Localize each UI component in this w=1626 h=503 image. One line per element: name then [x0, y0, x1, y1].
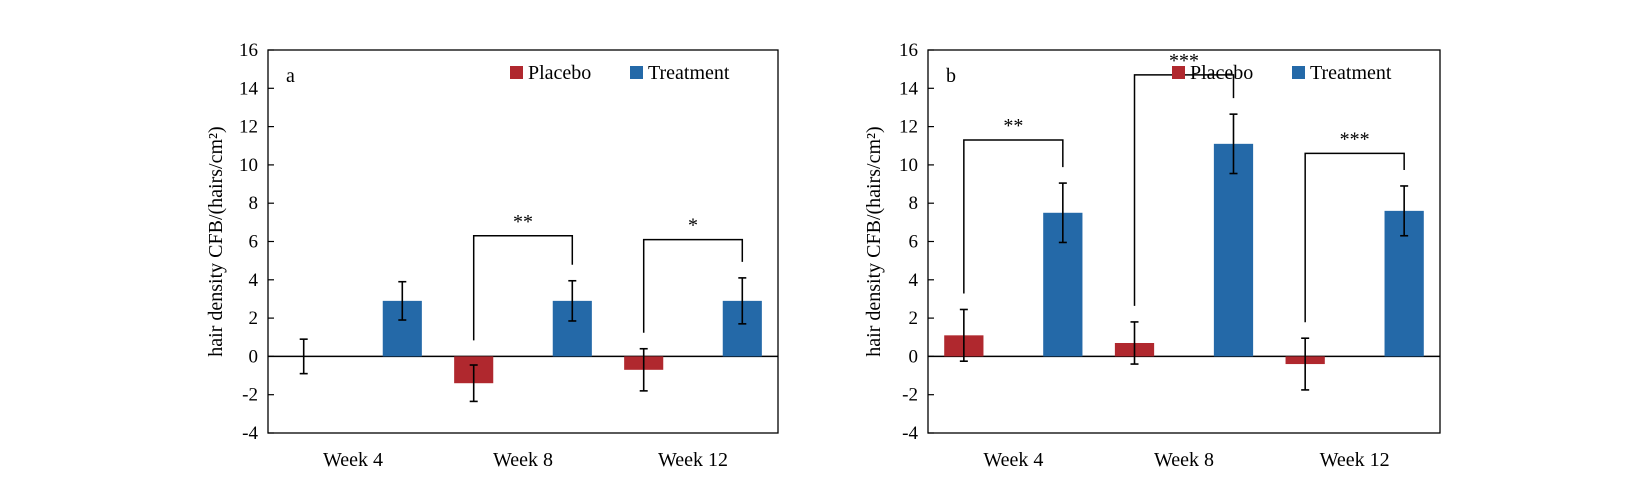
plot-frame [267, 49, 779, 434]
x-tick-label: Week 12 [1320, 449, 1390, 471]
significance-label: *** [1340, 128, 1370, 150]
y-tick-label: -2 [242, 385, 258, 406]
y-tick-label: 10 [899, 155, 918, 176]
legend-label-placebo: Placebo [528, 62, 591, 84]
y-tick-label: 8 [909, 193, 919, 214]
y-tick-label: 14 [239, 78, 259, 99]
x-tick-label: Week 4 [983, 449, 1043, 471]
significance-bracket [963, 139, 1064, 294]
y-tick-label: 10 [239, 155, 258, 176]
legend-swatch-placebo [510, 66, 523, 79]
significance-bracket [642, 238, 744, 333]
panel-tag: a [286, 65, 295, 87]
y-tick-label: 4 [909, 270, 919, 291]
chart-panel-a: -4 -2 0 2 4 6 8 10 12 14 16 hair density CFB/(hairs… [205, 40, 779, 471]
y-tick-label: 0 [909, 346, 919, 367]
y-tick-label: 14 [899, 78, 919, 99]
legend-label-placebo: Placebo [1190, 62, 1253, 84]
x-tick-label: Week 12 [658, 449, 728, 471]
y-axis-label: hair density CFB/(hairs/cm²) [863, 126, 885, 356]
y-tick-label: 2 [909, 308, 919, 329]
significance-label: * [688, 215, 698, 237]
y-axis-label: hair density CFB/(hairs/cm²) [205, 126, 227, 356]
x-tick-label: Week 8 [493, 449, 553, 471]
plot-frame [927, 49, 1441, 434]
legend-swatch-placebo [1172, 66, 1185, 79]
y-tick-label: -2 [902, 385, 918, 406]
y-tick-label: 0 [249, 346, 259, 367]
legend-label-treatment: Treatment [648, 62, 730, 84]
y-tick-label: 16 [899, 40, 918, 61]
bar-treatment [1213, 143, 1254, 357]
significance-bracket [472, 235, 574, 341]
y-tick-label: 6 [909, 232, 919, 253]
y-tick-label: 4 [249, 270, 259, 291]
y-tick-label: 16 [239, 40, 258, 61]
legend-label-treatment: Treatment [1310, 62, 1392, 84]
significance-bracket [1304, 152, 1405, 323]
y-tick-label: 8 [249, 193, 259, 214]
panel-tag: b [946, 65, 956, 87]
legend-swatch-treatment [1292, 66, 1305, 79]
significance-label: ** [513, 211, 533, 233]
y-tick-label: 2 [249, 308, 259, 329]
significance-label: ** [1003, 115, 1023, 137]
x-tick-label: Week 4 [323, 449, 383, 471]
y-tick-label: -4 [242, 423, 258, 444]
chart-panel-b: -4 -2 0 2 4 6 8 10 12 14 16 hair density CFB/(hairs… [863, 40, 1441, 471]
y-tick-label: 12 [899, 117, 918, 138]
y-tick-label: -4 [902, 423, 918, 444]
y-tick-label: 12 [239, 117, 258, 138]
y-tick-label: 6 [249, 232, 259, 253]
x-tick-label: Week 8 [1154, 449, 1214, 471]
legend-swatch-treatment [630, 66, 643, 79]
